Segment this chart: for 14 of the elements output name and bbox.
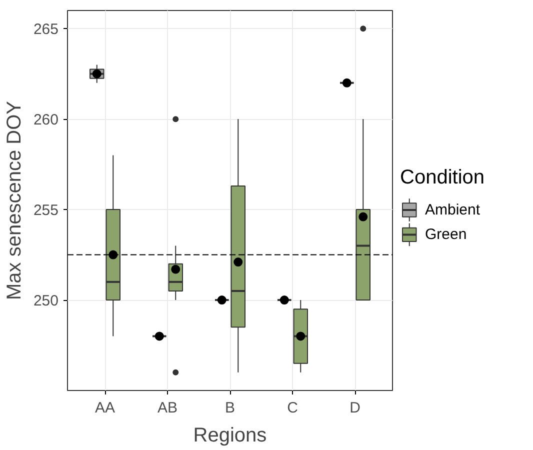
x-tick-label: B xyxy=(225,400,236,416)
y-tick-label: 250 xyxy=(33,292,59,310)
x-axis-title: Regions xyxy=(193,424,267,446)
y-tick-label: 265 xyxy=(33,21,59,38)
y-axis-title: Max senescence DOY xyxy=(3,101,26,300)
x-tick-label: AA xyxy=(94,400,116,416)
y-tick-label: 255 xyxy=(33,202,59,220)
legend-title: Condition xyxy=(400,166,485,189)
x-tick-label: D xyxy=(350,400,361,416)
x-tick-label: AB xyxy=(157,400,178,416)
legend-label: Ambient xyxy=(425,202,481,218)
x-tick-label: C xyxy=(287,400,298,416)
legend-label: Green xyxy=(425,226,467,244)
y-tick-label: 260 xyxy=(33,112,59,129)
